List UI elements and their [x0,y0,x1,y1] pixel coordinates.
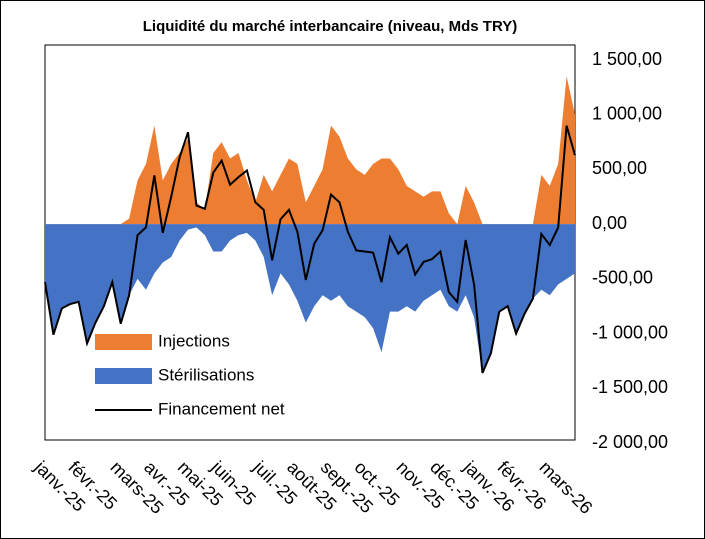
area [45,76,575,225]
legend-label: Injections [158,331,230,350]
chart-title: Liquidité du marché interbancaire (nivea… [143,18,518,35]
y-tick-label: 0,00 [592,213,627,233]
legend-swatch [95,334,152,350]
y-tick-label: 1 000,00 [592,103,662,123]
y-tick-label: 1 500,00 [592,49,662,69]
y-tick-label: -1 000,00 [592,322,668,342]
y-tick-label: 500,00 [592,158,647,178]
y-tick-label: -2 000,00 [592,432,668,452]
legend-label: Financement net [158,399,285,418]
y-tick-label: -1 500,00 [592,377,668,397]
line [44,125,576,374]
y-tick-label: -500,00 [592,268,653,288]
legend-swatch [95,368,152,384]
legend-label: Stérilisations [158,365,254,384]
